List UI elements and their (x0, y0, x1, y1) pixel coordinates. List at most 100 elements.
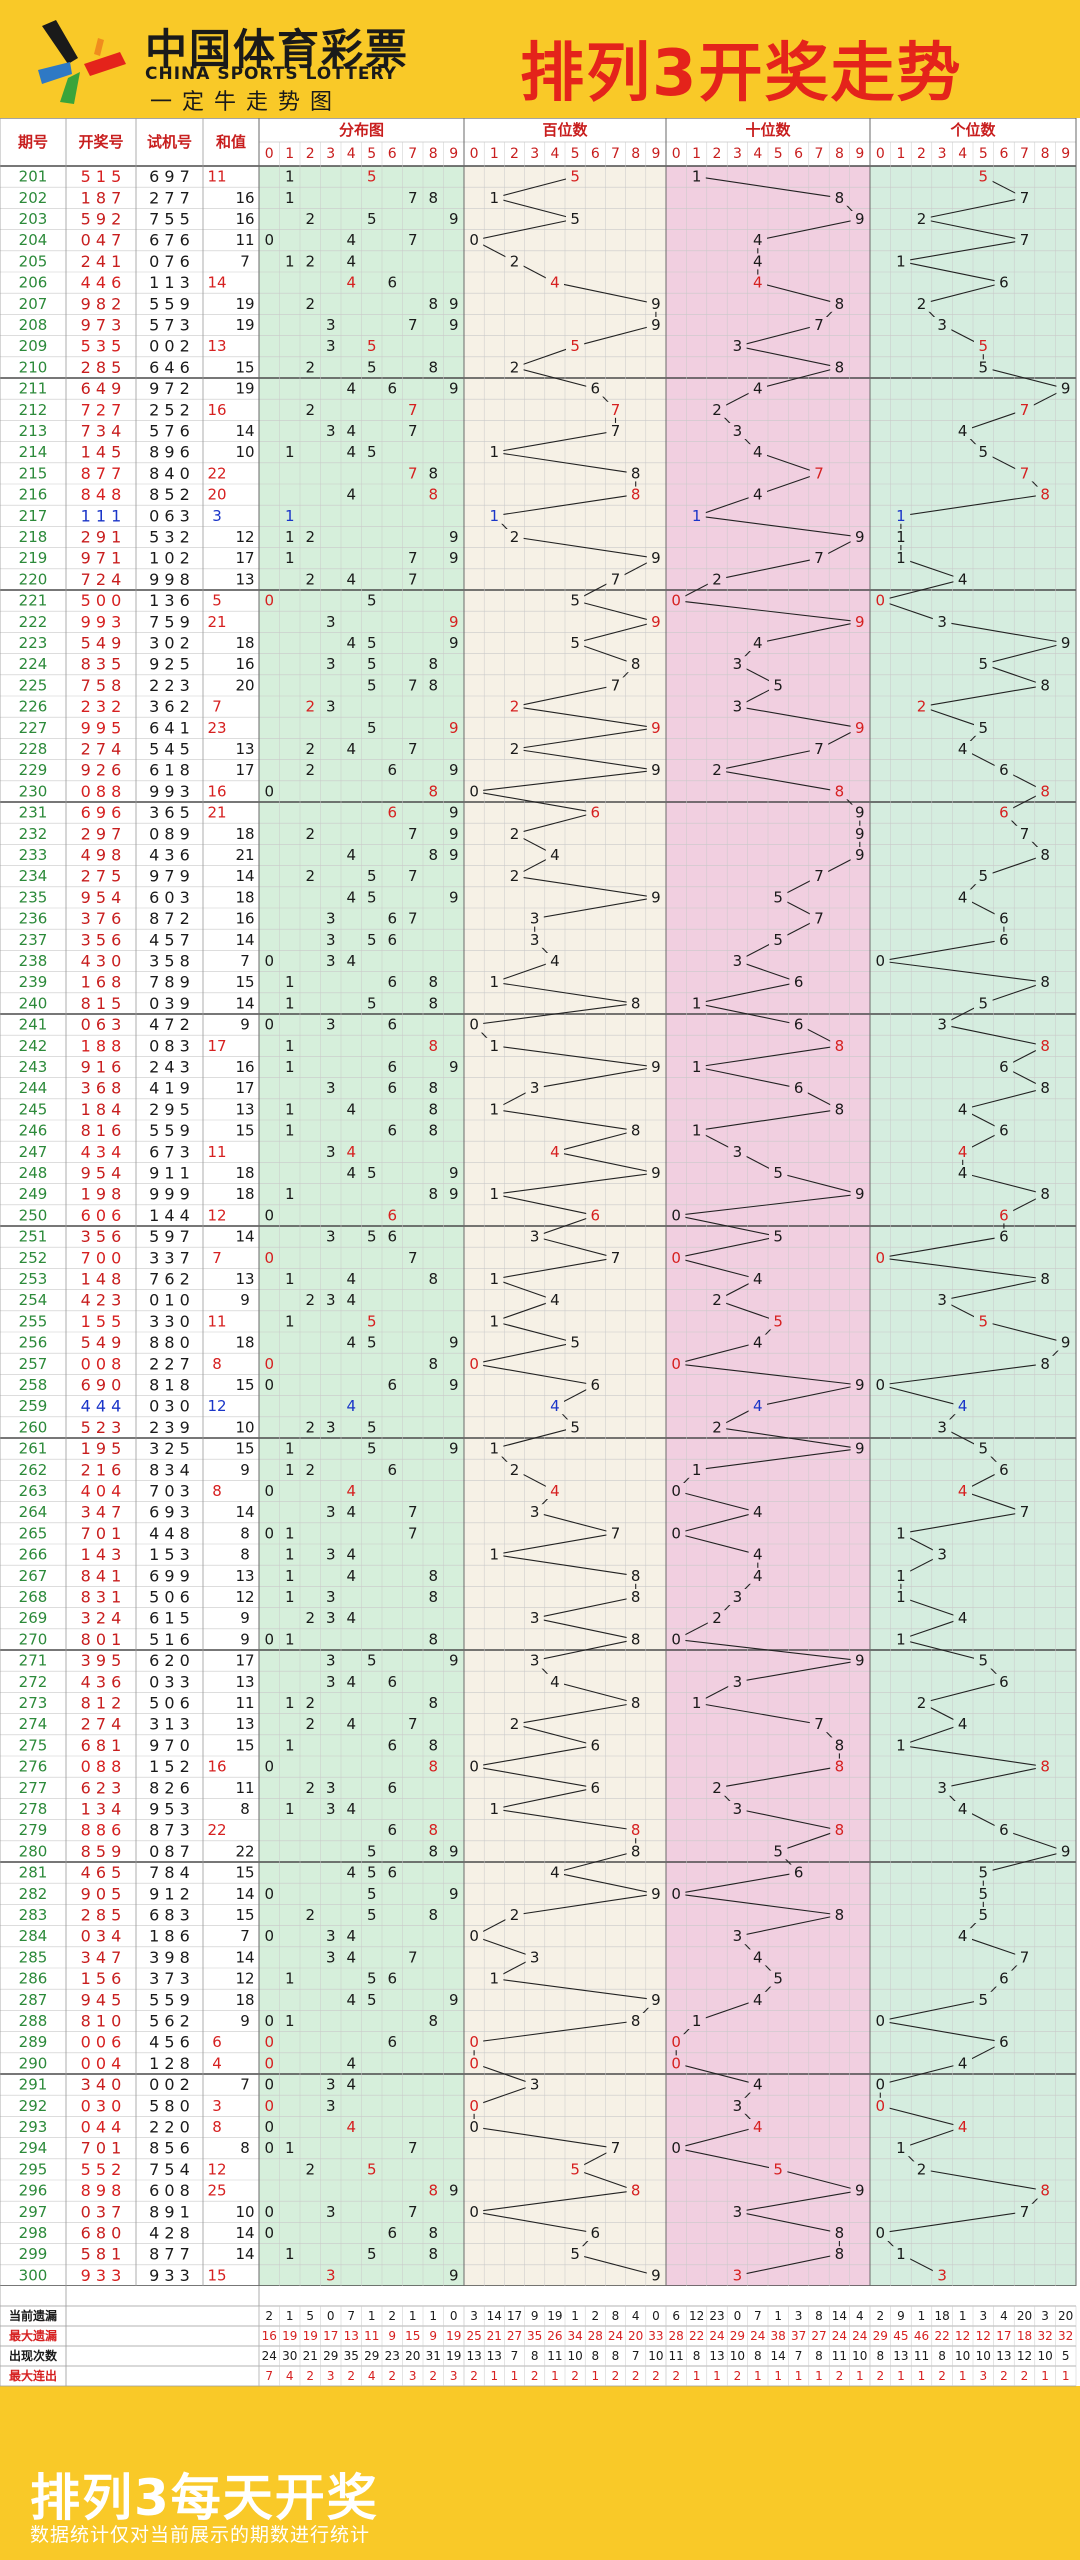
trial-cell: 7 5 4 (149, 2160, 190, 2179)
dist-mark: 3 (326, 2097, 336, 2115)
dist-mark: 4 (346, 1503, 356, 1521)
stat-value: 1 (368, 2309, 376, 2323)
draw-cell: 9 7 3 (81, 316, 122, 335)
ones-mark: 8 (1040, 973, 1050, 991)
trial-cell: 3 6 2 (149, 697, 190, 716)
tens-mark: 4 (753, 2118, 763, 2136)
period-cell: 246 (19, 1122, 48, 1140)
trial-cell: 1 4 4 (149, 1206, 190, 1225)
mark-bg (606, 423, 625, 439)
mark-bg (830, 1758, 849, 1775)
dist-mark: 5 (367, 655, 377, 673)
dist-mark: 8 (428, 464, 438, 482)
mark-bg (646, 1991, 665, 2008)
stat-value: 10 (852, 2349, 867, 2363)
trial-cell: 6 1 5 (149, 1609, 190, 1628)
hundreds-mark: 8 (631, 2012, 641, 2030)
draw-cell: 1 9 8 (81, 1185, 122, 1204)
hundreds-mark: 0 (469, 2097, 479, 2115)
mark-bg (545, 274, 564, 291)
stat-label: 当前遗漏 (9, 2308, 57, 2323)
stat-value: 1 (918, 2309, 926, 2323)
mark-bg (974, 168, 993, 185)
mark-bg (505, 1907, 524, 1923)
ones-mark: 2 (917, 1694, 927, 1712)
sum-cell: 3 (212, 507, 222, 525)
ones-mark: 7 (1020, 231, 1030, 249)
dist-mark: 4 (346, 846, 356, 864)
mark-bg (748, 274, 767, 291)
dist-mark: 1 (285, 189, 295, 207)
stat-value: 19 (446, 2349, 461, 2363)
hundreds-mark: 2 (510, 528, 520, 546)
dist-mark: 1 (285, 1440, 295, 1458)
ones-trend-line (878, 176, 1068, 2276)
tens-mark: 4 (753, 1567, 763, 1585)
tens-mark: 9 (855, 1185, 865, 1203)
sum-cell: 8 (240, 1546, 250, 1564)
trial-cell: 0 8 7 (149, 1842, 190, 1861)
mark-bg (586, 1737, 605, 1754)
period-cell: 214 (19, 443, 48, 461)
dist-mark: 3 (326, 316, 336, 334)
ones-mark: 5 (979, 1312, 989, 1330)
trial-cell: 5 0 6 (149, 1694, 190, 1713)
sum-cell: 13 (207, 337, 226, 355)
period-cell: 250 (19, 1206, 48, 1224)
dist-mark: 0 (264, 1482, 274, 1500)
dist-mark: 3 (326, 910, 336, 928)
trial-cell: 4 5 6 (149, 2033, 190, 2052)
stat-value: 27 (507, 2329, 522, 2343)
dist-mark: 9 (449, 1185, 459, 1203)
dist-mark: 3 (326, 952, 336, 970)
dist-mark: 4 (346, 570, 356, 588)
period-cell: 269 (19, 1609, 48, 1627)
header-digit: 9 (449, 146, 458, 162)
mark-bg (850, 211, 869, 227)
period-cell: 283 (19, 1906, 48, 1924)
dist-mark: 4 (346, 1864, 356, 1882)
period-cell: 295 (19, 2160, 48, 2178)
draw-cell: 7 3 4 (81, 422, 122, 441)
dist-mark: 2 (305, 358, 315, 376)
stat-value: 35 (344, 2349, 359, 2363)
ones-mark: 3 (937, 316, 947, 334)
sum-cell: 16 (207, 782, 226, 800)
stat-value: 8 (693, 2349, 701, 2363)
dist-mark: 2 (305, 1906, 315, 1924)
draw-cell: 0 3 4 (81, 1927, 122, 1946)
sum-cell: 10 (235, 2203, 254, 2221)
stat-value: 17 (996, 2329, 1011, 2343)
trial-cell: 2 9 5 (149, 1100, 190, 1119)
mark-bg (891, 2246, 911, 2263)
dist-mark: 7 (408, 1715, 418, 1733)
trial-cell: 8 7 3 (149, 1821, 190, 1840)
dist-mark: 1 (285, 1588, 295, 1606)
hundreds-mark: 3 (530, 1228, 540, 1246)
period-cell: 202 (19, 189, 48, 207)
dist-mark: 8 (428, 2012, 438, 2030)
sum-cell: 7 (212, 698, 222, 716)
hundreds-mark: 3 (530, 1652, 540, 1670)
hundreds-mark: 2 (510, 867, 520, 885)
sum-cell: 15 (235, 1906, 254, 1924)
draw-cell: 3 9 5 (81, 1651, 122, 1670)
header-digit: 1 (692, 146, 701, 162)
ones-mark: 9 (1061, 1334, 1071, 1352)
mark-bg (545, 847, 564, 863)
mark-bg (485, 1037, 504, 1054)
hundreds-mark: 1 (490, 1440, 500, 1458)
dist-mark: 8 (428, 1037, 438, 1055)
mark-bg (994, 762, 1014, 779)
draw-cell: 1 8 4 (81, 1100, 122, 1119)
ones-mark: 6 (999, 1228, 1009, 1246)
page-title: 排列3开奖走势 (520, 37, 963, 111)
hundreds-mark: 8 (631, 1588, 641, 1606)
period-cell: 254 (19, 1291, 48, 1309)
stats-gap (0, 2286, 1080, 2306)
ones-mark: 4 (958, 1397, 968, 1415)
period-cell: 276 (19, 1758, 48, 1776)
ones-mark: 1 (896, 528, 906, 546)
sum-cell: 14 (235, 1503, 254, 1521)
dist-mark: 6 (387, 274, 397, 292)
